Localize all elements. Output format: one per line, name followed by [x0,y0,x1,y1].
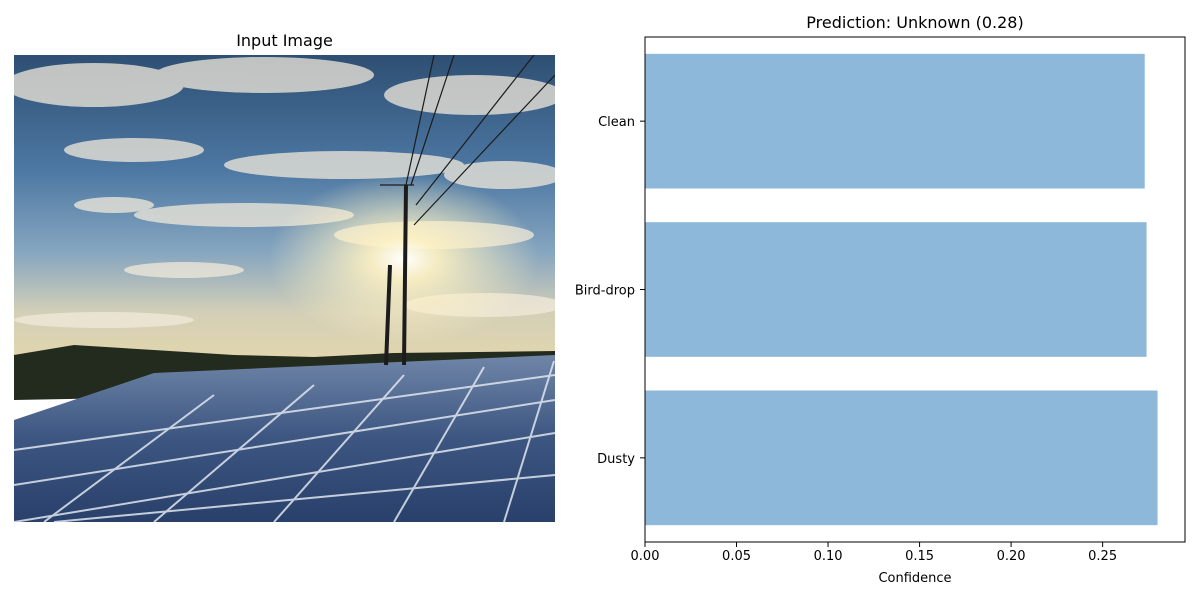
ytick-label-clean: Clean [598,115,635,130]
chart-title: Prediction: Unknown (0.28) [806,13,1024,32]
xtick-label: 0.25 [1088,549,1117,564]
ytick-label-bird-drop: Bird-drop [575,284,635,299]
xtick-label: 0.15 [905,549,934,564]
xtick-label: 0.20 [997,549,1026,564]
x-axis-label: Confidence [878,571,951,586]
plot-frame [644,36,1186,543]
ytick-label-dusty: Dusty [597,452,635,467]
bar-bird-drop [645,222,1147,357]
input-image [14,55,555,522]
input-image-title: Input Image [236,31,333,50]
bar-clean [645,53,1145,189]
xtick-label: 0.05 [722,549,751,564]
xtick-label: 0.10 [814,549,843,564]
bar-dusty [645,390,1158,526]
xtick-label: 0.00 [631,549,660,564]
